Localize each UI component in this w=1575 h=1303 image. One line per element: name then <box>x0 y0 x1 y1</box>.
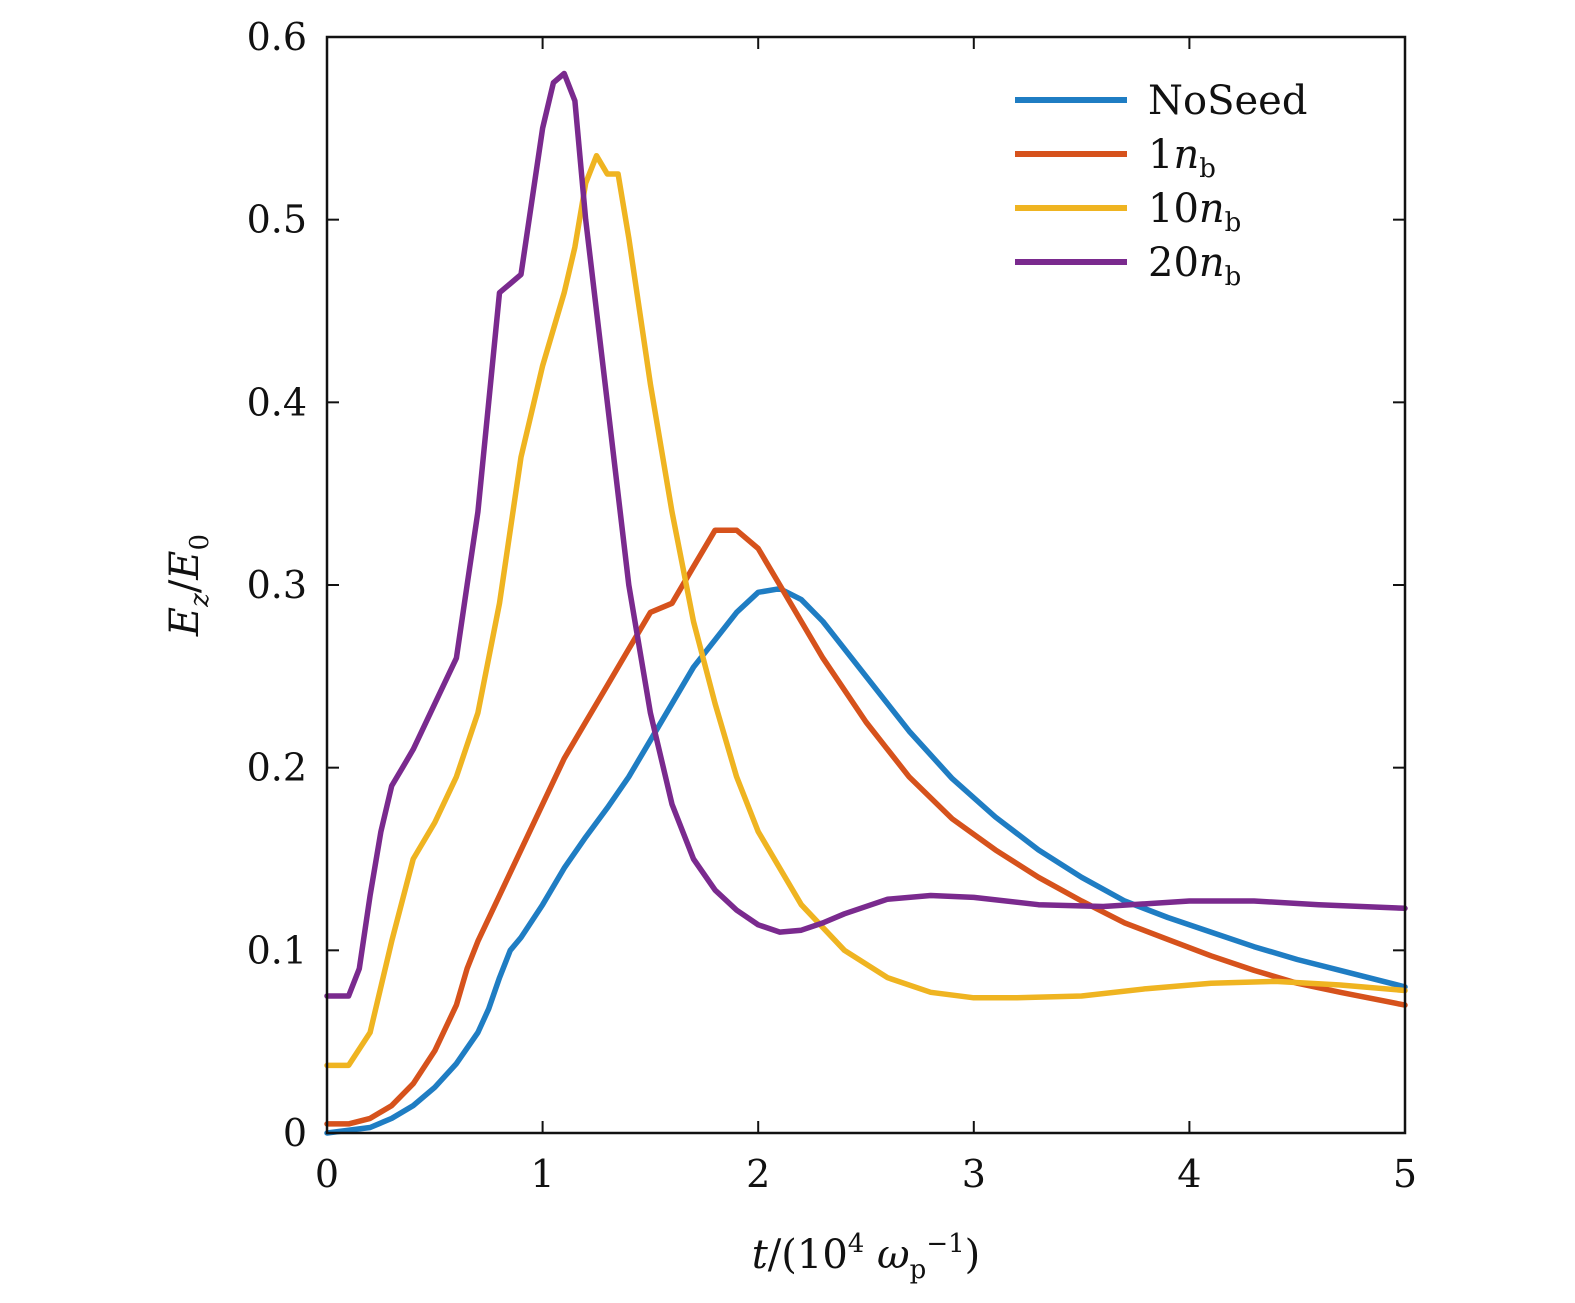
series-line-1 <box>324 527 1408 1127</box>
y-axis-label: Ez/E0 <box>162 534 215 637</box>
y-axis-var: E <box>162 607 208 637</box>
y-tick-label: 0.2 <box>247 746 307 790</box>
y-tick-label: 0.6 <box>247 15 307 59</box>
legend-label-1: 1nb <box>1148 132 1216 184</box>
ticks-layer: 0 1 2 3 4 5 0 0.1 0.2 0.3 0.4 0.5 0.6 <box>247 15 1418 1196</box>
x-axis-close: ) <box>965 1232 981 1278</box>
series-layer <box>324 70 1408 1136</box>
x-tick-label: 2 <box>746 1152 770 1196</box>
y-tick-label: 0.4 <box>247 380 307 424</box>
x-axis-var: t <box>752 1232 769 1278</box>
x-tick-label: 0 <box>315 1152 339 1196</box>
y-axis-mid: / <box>162 579 208 593</box>
y-axis-var2: E <box>162 550 208 580</box>
y-tick-label: 0 <box>283 1111 307 1155</box>
x-axis-label: t/(104 ωp−1) <box>752 1229 981 1285</box>
x-axis-sub: p <box>910 1255 927 1285</box>
series-line-2 <box>324 152 1408 1069</box>
y-tick-label: 0.1 <box>247 928 307 972</box>
x-axis-sup: −1 <box>926 1229 964 1259</box>
series-line-3 <box>324 70 1408 999</box>
x-tick-label: 1 <box>531 1152 555 1196</box>
legend-label-0: NoSeed <box>1148 78 1307 124</box>
x-tick-label: 4 <box>1177 1152 1201 1196</box>
x-axis-sym: ω <box>864 1232 909 1278</box>
y-tick-label: 0.5 <box>247 198 307 242</box>
y-axis-sub2: 0 <box>185 534 215 551</box>
x-tick-label: 5 <box>1393 1152 1417 1196</box>
x-tick-label: 3 <box>962 1152 986 1196</box>
x-axis-exp: 4 <box>848 1229 865 1259</box>
x-axis-text: /(10 <box>768 1232 848 1278</box>
y-axis-sub1: z <box>185 593 215 608</box>
legend-label-3: 20nb <box>1148 240 1241 292</box>
legend-label-2: 10nb <box>1148 186 1241 238</box>
y-tick-label: 0.3 <box>247 563 307 607</box>
